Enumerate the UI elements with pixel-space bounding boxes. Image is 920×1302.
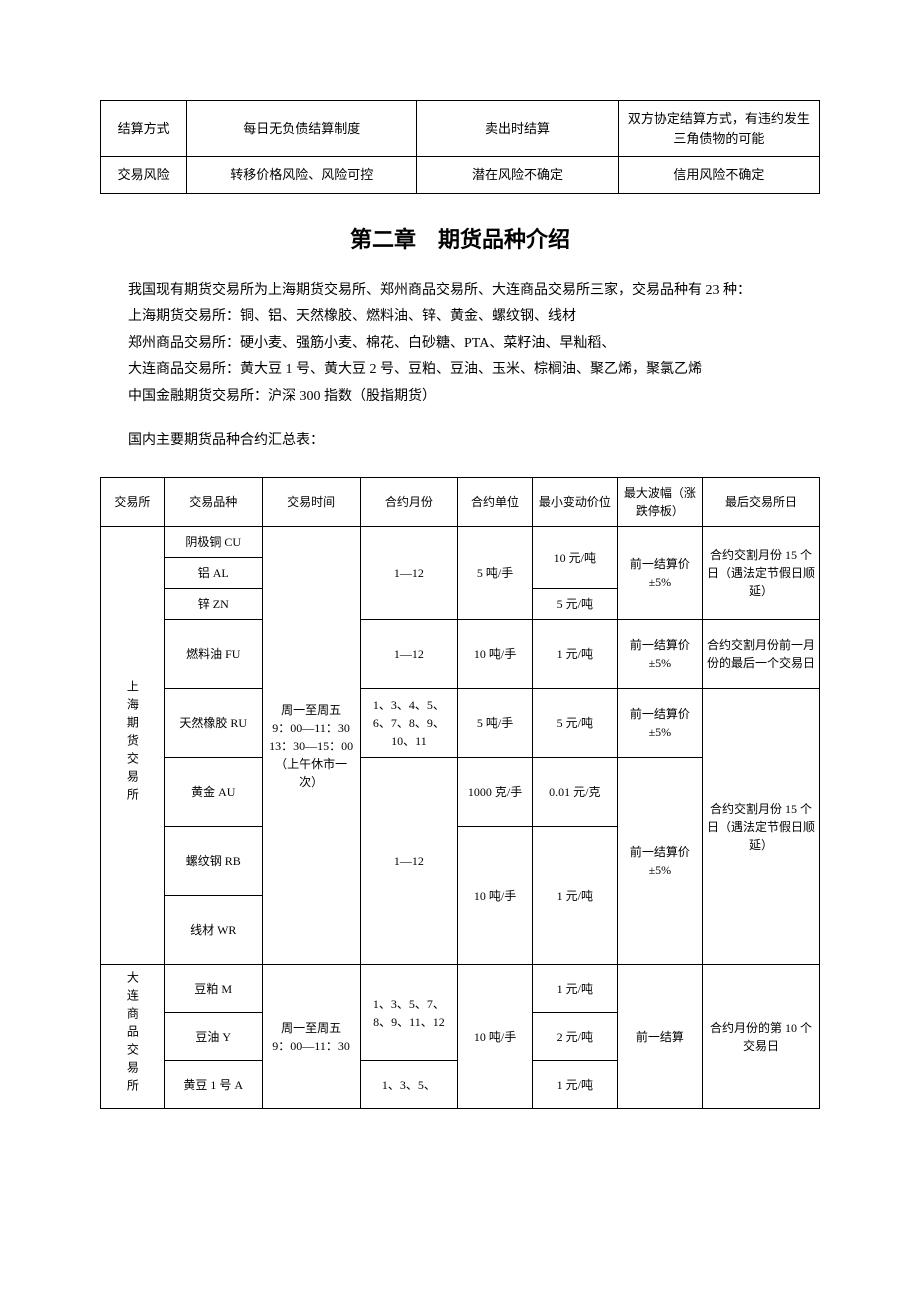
- body-text: 我国现有期货交易所为上海期货交易所、郑州商品交易所、大连商品交易所三家，交易品种…: [100, 278, 820, 411]
- month-cell: 1—12: [360, 758, 458, 965]
- cell-label: 结算方式: [101, 101, 187, 157]
- cell: 转移价格风险、风险可控: [187, 157, 417, 194]
- unit-cell: 10 吨/手: [458, 965, 532, 1109]
- header-cell: 合约月份: [360, 478, 458, 527]
- product-cell: 铝 AL: [164, 558, 262, 589]
- comparison-table: 结算方式 每日无负债结算制度 卖出时结算 双方协定结算方式，有违约发生三角债物的…: [100, 100, 820, 194]
- table-row: 交易风险 转移价格风险、风险可控 潜在风险不确定 信用风险不确定: [101, 157, 820, 194]
- table-row: 大连商品交易所 豆粕 M 周一至周五 9：00—11：30 1、3、5、7、8、…: [101, 965, 820, 1013]
- table-row: 天然橡胶 RU 1、3、4、5、6、7、8、9、10、11 5 吨/手 5 元/…: [101, 689, 820, 758]
- product-cell: 螺纹钢 RB: [164, 827, 262, 896]
- product-cell: 黄金 AU: [164, 758, 262, 827]
- unit-cell: 5 吨/手: [458, 527, 532, 620]
- exchange-label: 大连商品交易所: [123, 971, 141, 1097]
- table-row: 结算方式 每日无负债结算制度 卖出时结算 双方协定结算方式，有违约发生三角债物的…: [101, 101, 820, 157]
- lastday-cell: 合约交割月份 15 个日（遇法定节假日顺延）: [702, 689, 819, 965]
- table-row: 燃料油 FU 1—12 10 吨/手 1 元/吨 前一结算价±5% 合约交割月份…: [101, 620, 820, 689]
- paragraph: 大连商品交易所：黄大豆 1 号、黄大豆 2 号、豆粕、豆油、玉米、棕榈油、聚乙烯…: [100, 357, 820, 384]
- paragraph-text: 大连商品交易所：黄大豆 1 号、黄大豆 2 号、豆粕、豆油、玉米、棕榈油、聚乙烯…: [128, 362, 702, 377]
- product-cell: 线材 WR: [164, 896, 262, 965]
- header-cell: 合约单位: [458, 478, 532, 527]
- product-cell: 豆油 Y: [164, 1013, 262, 1061]
- product-cell: 天然橡胶 RU: [164, 689, 262, 758]
- limit-cell: 前一结算价±5%: [617, 758, 702, 965]
- month-cell: 1—12: [360, 620, 458, 689]
- product-cell: 豆粕 M: [164, 965, 262, 1013]
- table-header-row: 交易所 交易品种 交易时间 合约月份 合约单位 最小变动价位 最大波幅（涨跌停板…: [101, 478, 820, 527]
- cell-label: 交易风险: [101, 157, 187, 194]
- tick-cell: 5 元/吨: [532, 689, 617, 758]
- exchange-label: 上海期货交易所: [123, 680, 141, 806]
- product-cell: 阴极铜 CU: [164, 527, 262, 558]
- tick-cell: 2 元/吨: [532, 1013, 617, 1061]
- header-cell: 最后交易所日: [702, 478, 819, 527]
- month-cell: 1、3、5、: [360, 1061, 458, 1109]
- product-cell: 锌 ZN: [164, 589, 262, 620]
- month-cell: 1—12: [360, 527, 458, 620]
- lastday-cell: 合约交割月份 15 个日（遇法定节假日顺延）: [702, 527, 819, 620]
- chapter-title: 第二章 期货品种介绍: [100, 222, 820, 254]
- limit-cell: 前一结算价±5%: [617, 527, 702, 620]
- product-cell: 燃料油 FU: [164, 620, 262, 689]
- time-cell: 周一至周五 9：00—11：30 13：30—15：00 （上午休市一次）: [262, 527, 360, 965]
- tick-cell: 1 元/吨: [532, 1061, 617, 1109]
- paragraph: 郑州商品交易所：硬小麦、强筋小麦、棉花、白砂糖、PTA、菜籽油、早籼稻、: [100, 331, 820, 358]
- exchange-cell: 上海期货交易所: [101, 527, 165, 965]
- paragraph-text: 我国现有期货交易所为上海期货交易所、郑州商品交易所、大连商品交易所三家，交易品种…: [128, 283, 751, 298]
- limit-cell: 前一结算价±5%: [617, 689, 702, 758]
- paragraph: 我国现有期货交易所为上海期货交易所、郑州商品交易所、大连商品交易所三家，交易品种…: [100, 278, 820, 305]
- cell: 双方协定结算方式，有违约发生三角债物的可能: [618, 101, 819, 157]
- cell: 每日无负债结算制度: [187, 101, 417, 157]
- time-cell: 周一至周五 9：00—11：30: [262, 965, 360, 1109]
- lastday-cell: 合约月份的第 10 个交易日: [702, 965, 819, 1109]
- cell: 卖出时结算: [417, 101, 618, 157]
- header-cell: 交易所: [101, 478, 165, 527]
- paragraph: 中国金融期货交易所：沪深 300 指数（股指期货）: [100, 384, 820, 411]
- paragraph-text: 上海期货交易所：铜、铝、天然橡胶、燃料油、锌、黄金、螺纹钢、线材: [128, 309, 576, 324]
- tick-cell: 0.01 元/克: [532, 758, 617, 827]
- header-cell: 最大波幅（涨跌停板）: [617, 478, 702, 527]
- month-cell: 1、3、4、5、6、7、8、9、10、11: [360, 689, 458, 758]
- tick-cell: 1 元/吨: [532, 827, 617, 965]
- table-row: 上海期货交易所 阴极铜 CU 周一至周五 9：00—11：30 13：30—15…: [101, 527, 820, 558]
- limit-cell: 前一结算价±5%: [617, 620, 702, 689]
- paragraph-text: 中国金融期货交易所：沪深 300 指数（股指期货）: [128, 389, 436, 404]
- tick-cell: 5 元/吨: [532, 589, 617, 620]
- cell: 信用风险不确定: [618, 157, 819, 194]
- paragraph-text: 郑州商品交易所：硬小麦、强筋小麦、棉花、白砂糖、PTA、菜籽油、早籼稻、: [128, 336, 615, 351]
- header-cell: 交易时间: [262, 478, 360, 527]
- document-page: 结算方式 每日无负债结算制度 卖出时结算 双方协定结算方式，有违约发生三角债物的…: [0, 0, 920, 1302]
- lastday-cell: 合约交割月份前一月份的最后一个交易日: [702, 620, 819, 689]
- summary-label: 国内主要期货品种合约汇总表：: [100, 428, 820, 455]
- limit-cell: 前一结算: [617, 965, 702, 1109]
- paragraph: 上海期货交易所：铜、铝、天然橡胶、燃料油、锌、黄金、螺纹钢、线材: [100, 304, 820, 331]
- month-cell: 1、3、5、7、8、9、11、12: [360, 965, 458, 1061]
- header-cell: 交易品种: [164, 478, 262, 527]
- product-cell: 黄豆 1 号 A: [164, 1061, 262, 1109]
- unit-cell: 10 吨/手: [458, 827, 532, 965]
- header-cell: 最小变动价位: [532, 478, 617, 527]
- unit-cell: 10 吨/手: [458, 620, 532, 689]
- tick-cell: 1 元/吨: [532, 620, 617, 689]
- tick-cell: 10 元/吨: [532, 527, 617, 589]
- unit-cell: 5 吨/手: [458, 689, 532, 758]
- exchange-cell: 大连商品交易所: [101, 965, 165, 1109]
- cell: 潜在风险不确定: [417, 157, 618, 194]
- unit-cell: 1000 克/手: [458, 758, 532, 827]
- tick-cell: 1 元/吨: [532, 965, 617, 1013]
- contract-summary-table: 交易所 交易品种 交易时间 合约月份 合约单位 最小变动价位 最大波幅（涨跌停板…: [100, 477, 820, 1109]
